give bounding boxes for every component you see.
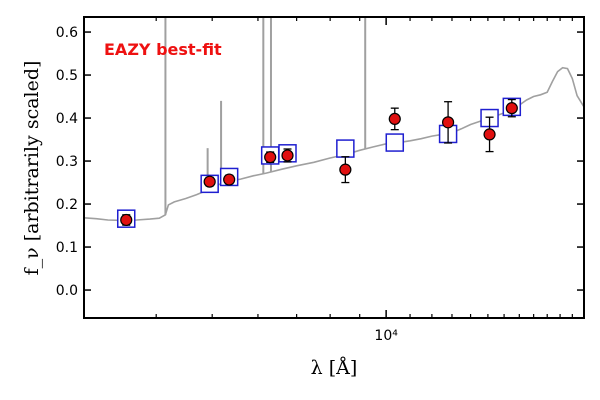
x-axis-label: λ [Å] — [311, 357, 358, 379]
model-flux-marker — [336, 139, 355, 158]
plot-background — [84, 17, 584, 318]
observed-layer — [120, 98, 518, 227]
y-axis-label: f_ν [arbitrarily scaled] — [21, 61, 43, 276]
y-tick-label: 0.2 — [56, 197, 78, 213]
y-tick-label: 0.1 — [56, 240, 78, 256]
observed-flux-point — [388, 112, 401, 126]
observed-flux-point — [264, 151, 277, 164]
observed-flux-point — [483, 128, 496, 141]
observed-flux-point — [339, 163, 352, 176]
y-tick-label: 0.6 — [56, 25, 78, 41]
model-flux-marker — [385, 133, 405, 152]
y-tick-label: 0.0 — [56, 283, 78, 299]
observed-flux-point — [505, 102, 518, 115]
y-tick-label: 0.5 — [56, 68, 78, 84]
observed-flux-point — [120, 213, 133, 227]
observed-flux-point — [441, 116, 455, 129]
plot-frame — [83, 16, 585, 319]
x-tick-label: 10⁴ — [374, 328, 398, 344]
observed-flux-point — [281, 149, 294, 162]
y-tick-label: 0.3 — [56, 154, 78, 170]
annotation-label: EAZY best-fit — [104, 40, 222, 59]
y-tick-label: 0.4 — [56, 111, 78, 127]
observed-flux-point — [203, 175, 216, 188]
observed-flux-point — [223, 173, 236, 186]
